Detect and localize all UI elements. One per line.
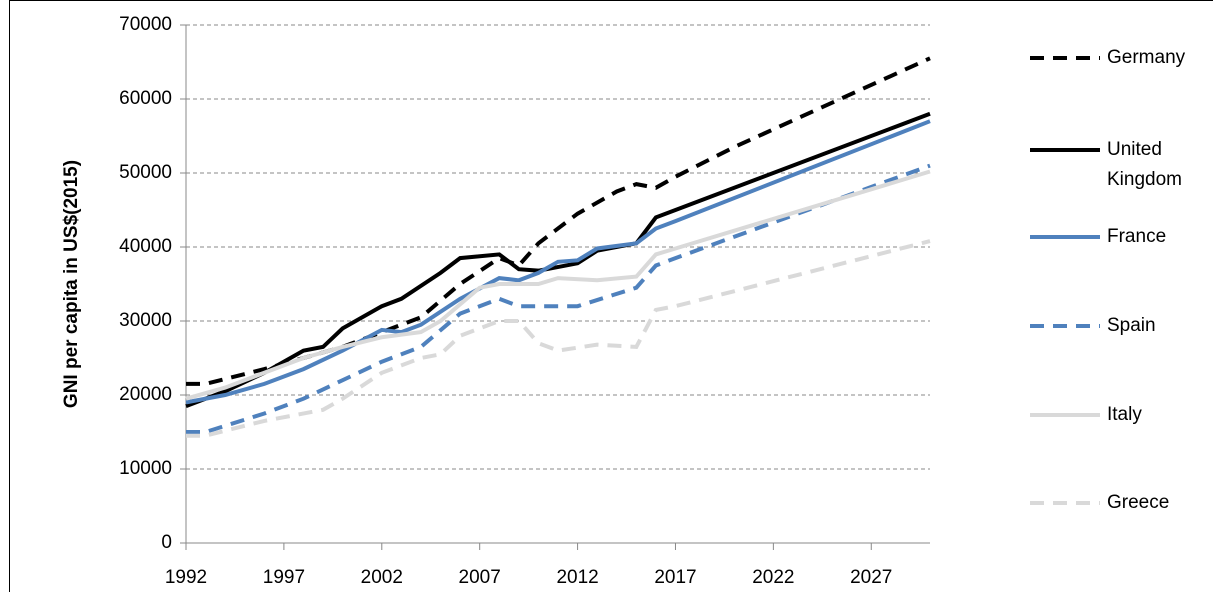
series-line [186, 56, 931, 386]
x-tick-label: 2022 [752, 567, 794, 588]
legend-label: France [1107, 226, 1167, 247]
y-tick-label: 60000 [119, 88, 172, 109]
y-tick-label: 40000 [119, 236, 172, 257]
x-tick-label: 2007 [459, 567, 501, 588]
x-tick-label: 1997 [263, 567, 305, 588]
legend-label: United Kingdom [1107, 139, 1182, 190]
x-tick-label: 2012 [556, 567, 598, 588]
legend-label: Greece [1107, 492, 1170, 513]
series-line [185, 119, 931, 405]
series-line [185, 169, 931, 401]
y-tick-label: 70000 [119, 14, 172, 35]
x-tick-label: 1992 [165, 567, 207, 588]
y-axis-label: GNI per capita in US$(2015) [61, 160, 82, 408]
legend-label: Italy [1107, 404, 1142, 425]
x-tick-label: 2002 [361, 567, 403, 588]
series-line [186, 239, 931, 438]
y-tick-label: 10000 [119, 458, 172, 479]
y-tick-label: 0 [161, 532, 172, 553]
x-tick-label: 2027 [850, 567, 892, 588]
legend-label: Germany [1107, 47, 1186, 68]
y-tick-label: 20000 [119, 384, 172, 405]
frame [9, 0, 1213, 592]
y-tick-label: 30000 [119, 310, 172, 331]
legend-label: Spain [1107, 315, 1156, 336]
series-line [186, 163, 931, 434]
y-tick-label: 50000 [119, 162, 172, 183]
x-tick-label: 2017 [654, 567, 696, 588]
